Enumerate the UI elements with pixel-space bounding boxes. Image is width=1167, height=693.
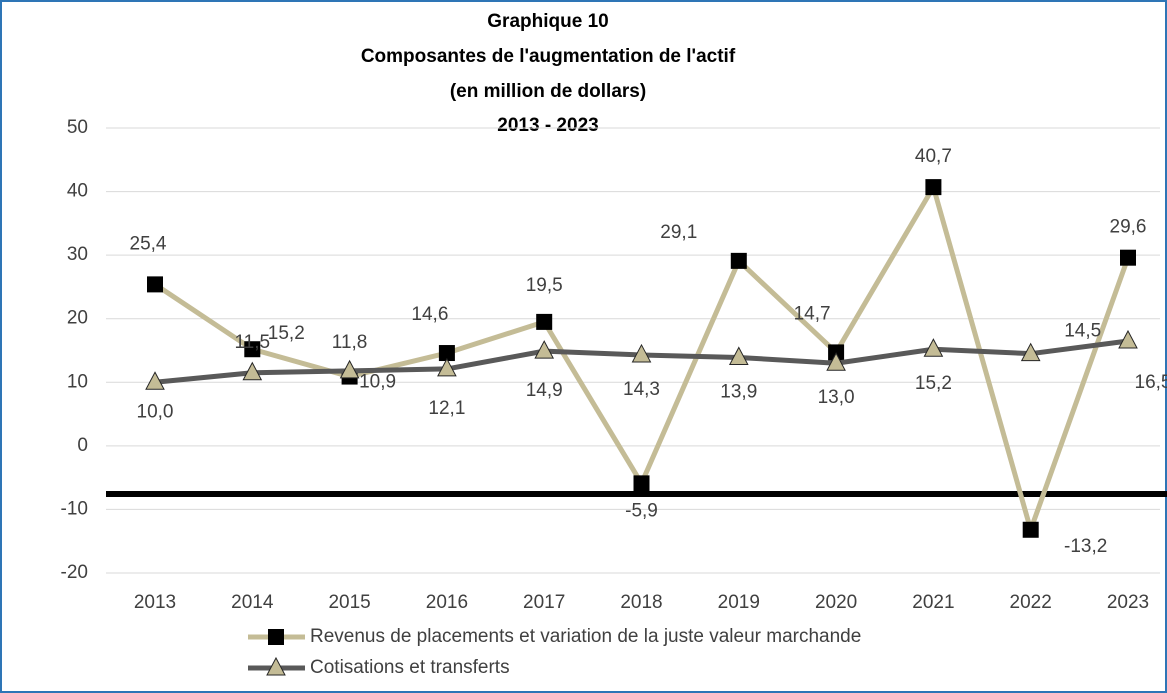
marker: [242, 361, 263, 381]
data-label: 12,1: [428, 398, 465, 419]
data-label: 14,7: [794, 303, 831, 324]
x-tick-label: 2023: [1107, 592, 1149, 613]
x-tick-label: 2022: [1010, 592, 1052, 613]
x-tick-label: 2014: [231, 592, 274, 613]
data-label: 19,5: [526, 275, 563, 296]
data-label: -5,9: [625, 500, 658, 521]
y-tick-label: 40: [67, 181, 88, 202]
marker: [633, 475, 650, 492]
legend-label: Cotisations et transferts: [310, 657, 510, 678]
marker: [826, 352, 846, 371]
marker: [268, 629, 284, 645]
marker: [244, 341, 261, 358]
data-label: 10,0: [137, 401, 174, 422]
x-tick-label: 2016: [426, 592, 468, 613]
chart-title: (en million de dollars): [450, 81, 646, 102]
x-tick-label: 2019: [718, 592, 760, 613]
x-tick-label: 2013: [134, 592, 176, 613]
y-tick-label: 20: [67, 308, 88, 329]
marker: [631, 343, 652, 363]
y-tick-label: 10: [67, 371, 88, 392]
marker: [925, 179, 942, 196]
plot: 25,4 15,2 10,9 14,6 19,5 -5,9 29,1 14,7 40,7 -13,…: [130, 146, 1167, 557]
marker: [1118, 329, 1138, 349]
data-label: 29,6: [1110, 217, 1147, 238]
marker: [437, 357, 457, 377]
data-label: 25,4: [130, 233, 167, 254]
data-label: 16,5: [1135, 372, 1167, 393]
y-tick-label: 30: [67, 244, 88, 265]
data-label: 40,7: [915, 146, 952, 167]
grid: -20 -10 0 10 20 30 40 50 2013 2014 2015 2016 2017 201…: [61, 117, 1160, 613]
data-label: 15,2: [268, 323, 305, 344]
y-tick-label: 0: [77, 435, 88, 456]
marker: [534, 340, 555, 359]
data-label: 11,5: [235, 332, 271, 353]
data-label: 14,9: [526, 380, 563, 401]
marker: [1020, 342, 1041, 362]
data-label: -13,2: [1064, 536, 1107, 557]
x-tick-label: 2021: [912, 592, 954, 613]
data-label: 13,0: [818, 387, 855, 408]
marker: [730, 252, 747, 269]
x-tick-label: 2020: [815, 592, 857, 613]
chart-title: Composantes de l'augmentation de l'actif: [361, 46, 736, 67]
chart-title: 2013 - 2023: [497, 115, 598, 136]
marker: [266, 656, 286, 676]
marker: [1022, 521, 1039, 538]
y-tick-label: -10: [61, 498, 88, 519]
data-label: 13,9: [720, 382, 757, 403]
x-tick-label: 2017: [523, 592, 565, 613]
legend-label: Revenus de placements et variation de la…: [310, 626, 861, 647]
marker: [339, 359, 360, 379]
marker: [1120, 249, 1136, 266]
chart-title: Graphique 10: [487, 11, 608, 32]
marker: [728, 346, 749, 365]
y-tick-label: 50: [67, 117, 88, 138]
data-label: 11,8: [332, 332, 368, 353]
x-tick-label: 2015: [328, 592, 370, 613]
marker: [145, 371, 165, 390]
y-tick-label: -20: [61, 562, 88, 583]
marker: [536, 313, 553, 330]
data-label: 10,9: [359, 372, 396, 393]
marker: [438, 345, 455, 362]
data-label: 14,5: [1064, 321, 1101, 342]
data-label: 14,3: [623, 379, 660, 400]
x-tick-label: 2018: [620, 592, 662, 613]
data-label: 15,2: [915, 373, 952, 394]
data-label: 14,6: [411, 304, 448, 325]
marker: [147, 276, 163, 293]
data-label: 29,1: [660, 222, 697, 243]
marker: [923, 338, 944, 357]
